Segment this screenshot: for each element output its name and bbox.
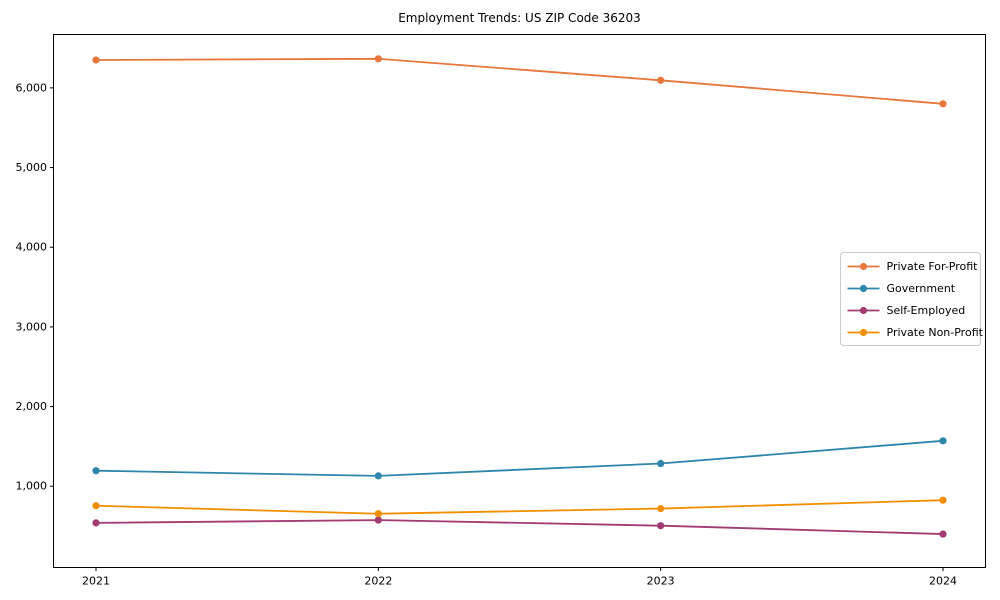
legend-label: Government (887, 282, 956, 295)
data-point-private-for-profit (92, 56, 100, 64)
legend-marker-dot (859, 328, 868, 337)
series-line-private-non-profit (95, 499, 944, 515)
data-point-government (939, 437, 947, 445)
data-point-self-employed (657, 522, 665, 530)
data-point-private-non-profit (374, 510, 382, 518)
plot-frame (53, 34, 986, 568)
x-tick-label: 2022 (364, 575, 392, 588)
data-point-government (374, 472, 382, 480)
legend-label: Private Non-Profit (887, 326, 984, 339)
legend-box (840, 252, 981, 346)
series-line-self-employed (95, 519, 944, 535)
data-point-government (92, 467, 100, 475)
data-point-self-employed (92, 519, 100, 527)
data-point-self-employed (374, 516, 382, 524)
data-point-private-for-profit (657, 76, 665, 84)
y-tick-label: 1,000 (16, 480, 48, 493)
legend-marker-dot (859, 262, 868, 271)
y-tick-label: 3,000 (16, 320, 48, 333)
data-point-government (657, 459, 665, 468)
legend-label: Private For-Profit (887, 260, 979, 273)
chart-title: Employment Trends: US ZIP Code 36203 (398, 11, 641, 25)
x-tick-label: 2023 (647, 575, 675, 588)
legend-marker-dot (859, 306, 868, 315)
y-tick-label: 6,000 (16, 81, 48, 94)
legend-marker-dot (859, 284, 868, 293)
data-point-private-non-profit (657, 504, 665, 513)
data-point-self-employed (939, 530, 947, 538)
data-point-private-for-profit (939, 100, 947, 108)
data-point-private-non-profit (92, 502, 100, 510)
x-tick-label: 2024 (929, 575, 957, 588)
y-tick-label: 5,000 (16, 161, 48, 174)
data-point-private-non-profit (939, 496, 947, 504)
data-point-private-for-profit (374, 55, 382, 63)
x-tick-label: 2021 (82, 575, 110, 588)
series-line-private-for-profit (95, 57, 944, 105)
y-tick-label: 4,000 (16, 241, 48, 254)
series-line-government (95, 439, 944, 477)
legend-label: Self-Employed (887, 304, 966, 317)
y-tick-label: 2,000 (16, 400, 48, 413)
